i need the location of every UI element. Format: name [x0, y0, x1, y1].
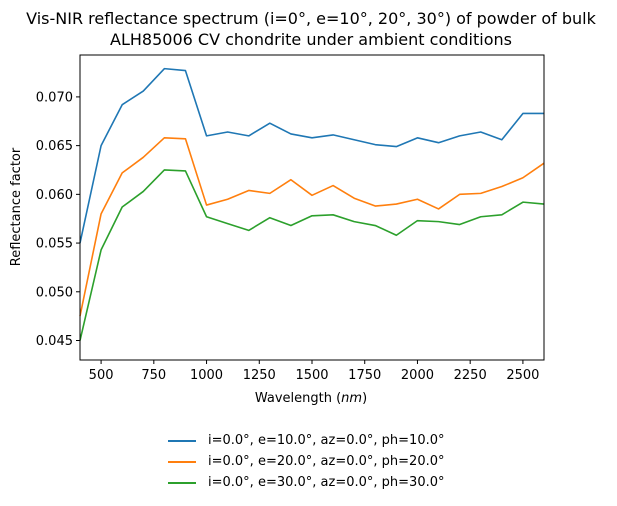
x-tick-label: 2250 [454, 368, 487, 383]
y-tick-label: 0.065 [36, 139, 73, 154]
legend-label: i=0.0°, e=30.0°, az=0.0°, ph=30.0° [208, 475, 445, 490]
series-line-1 [79, 67, 544, 244]
legend-item-2: i=0.0°, e=20.0°, az=0.0°, ph=20.0° [164, 451, 445, 472]
x-tick-label: 1500 [295, 368, 328, 383]
plot-frame [79, 54, 545, 361]
legend-label: i=0.0°, e=10.0°, az=0.0°, ph=10.0° [208, 433, 445, 448]
legend-item-1: i=0.0°, e=10.0°, az=0.0°, ph=10.0° [164, 430, 445, 451]
legend-swatch [168, 439, 196, 442]
legend-label: i=0.0°, e=20.0°, az=0.0°, ph=20.0° [208, 454, 445, 469]
x-tick-label: 750 [141, 368, 166, 383]
x-tick-label: 1250 [243, 368, 276, 383]
x-tick-label: 2500 [506, 368, 539, 383]
x-axis-label: Wavelength (nm) [255, 391, 367, 406]
y-tick-label: 0.070 [36, 90, 73, 105]
y-tick-label: 0.045 [36, 334, 73, 349]
legend-item-3: i=0.0°, e=30.0°, az=0.0°, ph=30.0° [164, 472, 445, 493]
series-line-3 [79, 169, 545, 341]
legend-swatch [168, 460, 196, 463]
y-axis-label: Reflectance factor [9, 147, 24, 266]
y-tick-label: 0.050 [36, 285, 73, 300]
series-line-2 [79, 137, 545, 317]
x-tick-label: 2000 [401, 368, 434, 383]
x-tick-label: 1750 [348, 368, 381, 383]
series-layer [79, 67, 545, 341]
x-tick-label: 500 [89, 368, 114, 383]
y-tick-label: 0.060 [36, 188, 73, 203]
ticks-layer: 500 750 1000 1250 1500 1750 2000 2250 2500 0.045 0… [36, 90, 540, 383]
legend: i=0.0°, e=10.0°, az=0.0°, ph=10.0° i=0.0°… [164, 430, 445, 493]
x-tick-label: 1000 [190, 368, 223, 383]
legend-swatch [168, 481, 196, 484]
chart-title-line-2: ALH85006 CV chondrite under ambient cond… [110, 30, 512, 49]
y-tick-label: 0.055 [36, 237, 73, 252]
chart-title-line-1: Vis-NIR reflectance spectrum (i=0°, e=10… [26, 9, 596, 28]
